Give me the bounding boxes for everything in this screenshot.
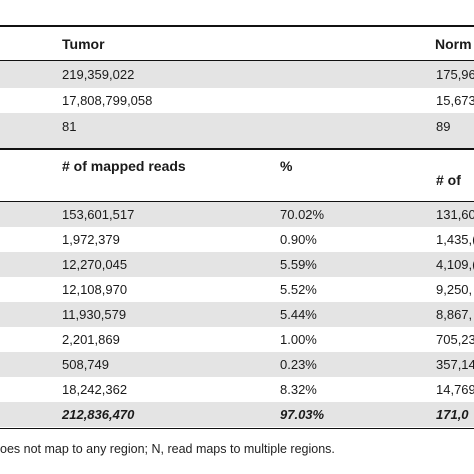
total-row-percent: 97.03% <box>280 407 325 422</box>
mapped-row-8-normal: 14,769 <box>436 382 474 397</box>
table-bottom-rule <box>0 428 474 429</box>
mapped-row-6-normal: 705,23 <box>436 332 474 347</box>
mapped-row-1-percent: 70.02% <box>280 207 325 222</box>
mapped-row-8-percent: 8.32% <box>280 382 317 397</box>
mapped-band-3 <box>0 252 474 277</box>
summary-row-2-normal: 15,673 <box>436 93 474 108</box>
mapped-row-8-count: 18,242,362 <box>62 382 128 397</box>
mapped-header-rule <box>0 201 474 202</box>
mapped-row-1-normal: 131,60 <box>436 207 474 222</box>
summary-band-3 <box>0 113 474 148</box>
summary-row-1-normal: 175,96 <box>436 67 474 82</box>
mapped-row-3-count: 12,270,045 <box>62 257 128 272</box>
mapped-row-4-count: 12,108,970 <box>62 282 128 297</box>
mapped-band-1 <box>0 202 474 227</box>
header-tumor: Tumor <box>62 36 105 52</box>
footnote: oes not map to any region; N, read maps … <box>0 442 335 456</box>
mapped-row-2-percent: 0.90% <box>280 232 317 247</box>
mapped-row-5-percent: 5.44% <box>280 307 317 322</box>
summary-band-1 <box>0 61 474 88</box>
mapped-row-1-count: 153,601,517 <box>62 207 135 222</box>
header-mapped-reads: # of mapped reads <box>62 158 186 174</box>
mapped-row-7-percent: 0.23% <box>280 357 317 372</box>
mapped-row-5-normal: 8,867, <box>436 307 473 322</box>
mapped-row-4-normal: 9,250, <box>436 282 473 297</box>
header-percent: % <box>280 158 293 174</box>
mapped-band-7 <box>0 352 474 377</box>
mapped-row-3-normal: 4,109,( <box>436 257 474 272</box>
mapped-row-6-count: 2,201,869 <box>62 332 120 347</box>
mapped-row-4-percent: 5.52% <box>280 282 317 297</box>
total-row-normal: 171,0 <box>436 407 469 422</box>
summary-row-2-tumor: 17,808,799,058 <box>62 93 153 108</box>
total-band <box>0 402 474 427</box>
mapped-row-7-normal: 357,14 <box>436 357 474 372</box>
mapped-row-6-percent: 1.00% <box>280 332 317 347</box>
header-normal: Norm <box>435 36 472 52</box>
mapped-row-7-count: 508,749 <box>62 357 109 372</box>
mapped-row-3-percent: 5.59% <box>280 257 317 272</box>
section-rule <box>0 148 474 150</box>
mapped-row-2-normal: 1,435,( <box>436 232 474 247</box>
header-rule <box>0 60 474 61</box>
mapped-row-5-count: 11,930,579 <box>62 307 127 322</box>
summary-row-1-tumor: 219,359,022 <box>62 67 135 82</box>
summary-row-3-normal: 89 <box>436 119 451 134</box>
header-normal-mapped: # of <box>436 172 461 188</box>
table-top-rule <box>0 25 474 27</box>
mapped-band-5 <box>0 302 474 327</box>
mapped-row-2-count: 1,972,379 <box>62 232 120 247</box>
summary-row-3-tumor: 81 <box>62 119 77 134</box>
total-row-count: 212,836,470 <box>62 407 135 422</box>
